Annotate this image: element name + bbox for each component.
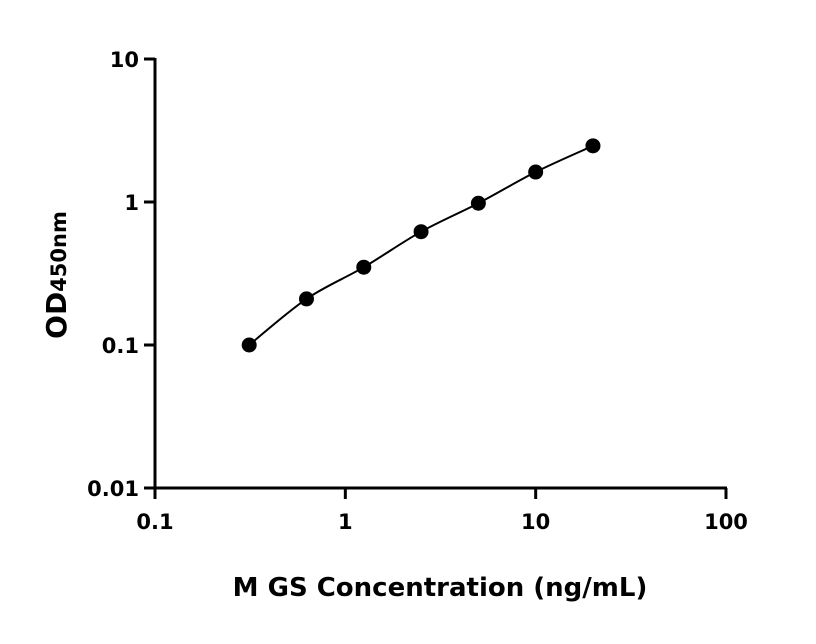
data-points: [241, 138, 601, 353]
data-point: [356, 259, 372, 275]
axes: 0.1 1 10 100 0.01 0.1 1 10: [87, 48, 748, 534]
y-tick-label: 1: [124, 191, 139, 215]
x-tick-label: 10: [521, 510, 550, 534]
data-point: [413, 224, 429, 240]
y-axis-label: OD450nm: [40, 211, 73, 339]
y-axis-label-main: OD: [40, 292, 73, 339]
y-axis-label-subscript: 450nm: [47, 211, 71, 292]
data-point: [528, 164, 544, 180]
x-tick-label: 0.1: [136, 510, 173, 534]
data-point: [585, 138, 601, 154]
y-tick-label: 0.01: [87, 477, 139, 501]
x-tick-label: 100: [704, 510, 748, 534]
x-tick-label: 1: [338, 510, 353, 534]
data-point: [241, 337, 257, 353]
x-axis-label: M GS Concentration (ng/mL): [233, 573, 648, 603]
y-tick-label: 0.1: [102, 334, 139, 358]
data-point: [298, 291, 314, 307]
data-point: [470, 195, 486, 211]
y-tick-label: 10: [110, 48, 139, 72]
